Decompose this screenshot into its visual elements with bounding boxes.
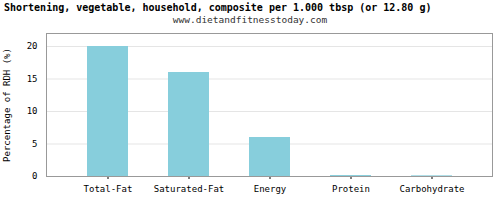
- svg-text:Percentage of RDH (%): Percentage of RDH (%): [2, 48, 12, 162]
- svg-text:Saturated-Fat: Saturated-Fat: [154, 184, 224, 194]
- svg-text:0: 0: [32, 171, 37, 181]
- svg-text:15: 15: [27, 74, 38, 84]
- html-text:Shortening, vegetable, househo: Shortening, vegetable, household, compos…: [4, 2, 432, 13]
- svg-text:Total-Fat: Total-Fat: [84, 184, 133, 194]
- svg-text:10: 10: [27, 106, 38, 116]
- svg-text:20: 20: [27, 41, 38, 51]
- svg-text:5: 5: [32, 139, 37, 149]
- svg-text:Energy: Energy: [254, 184, 287, 194]
- svg-text:Carbohydrate: Carbohydrate: [399, 184, 464, 194]
- svg-text:Protein: Protein: [332, 184, 370, 194]
- html-text:www.dietandfitnesstoday.com: www.dietandfitnesstoday.com: [172, 14, 328, 25]
